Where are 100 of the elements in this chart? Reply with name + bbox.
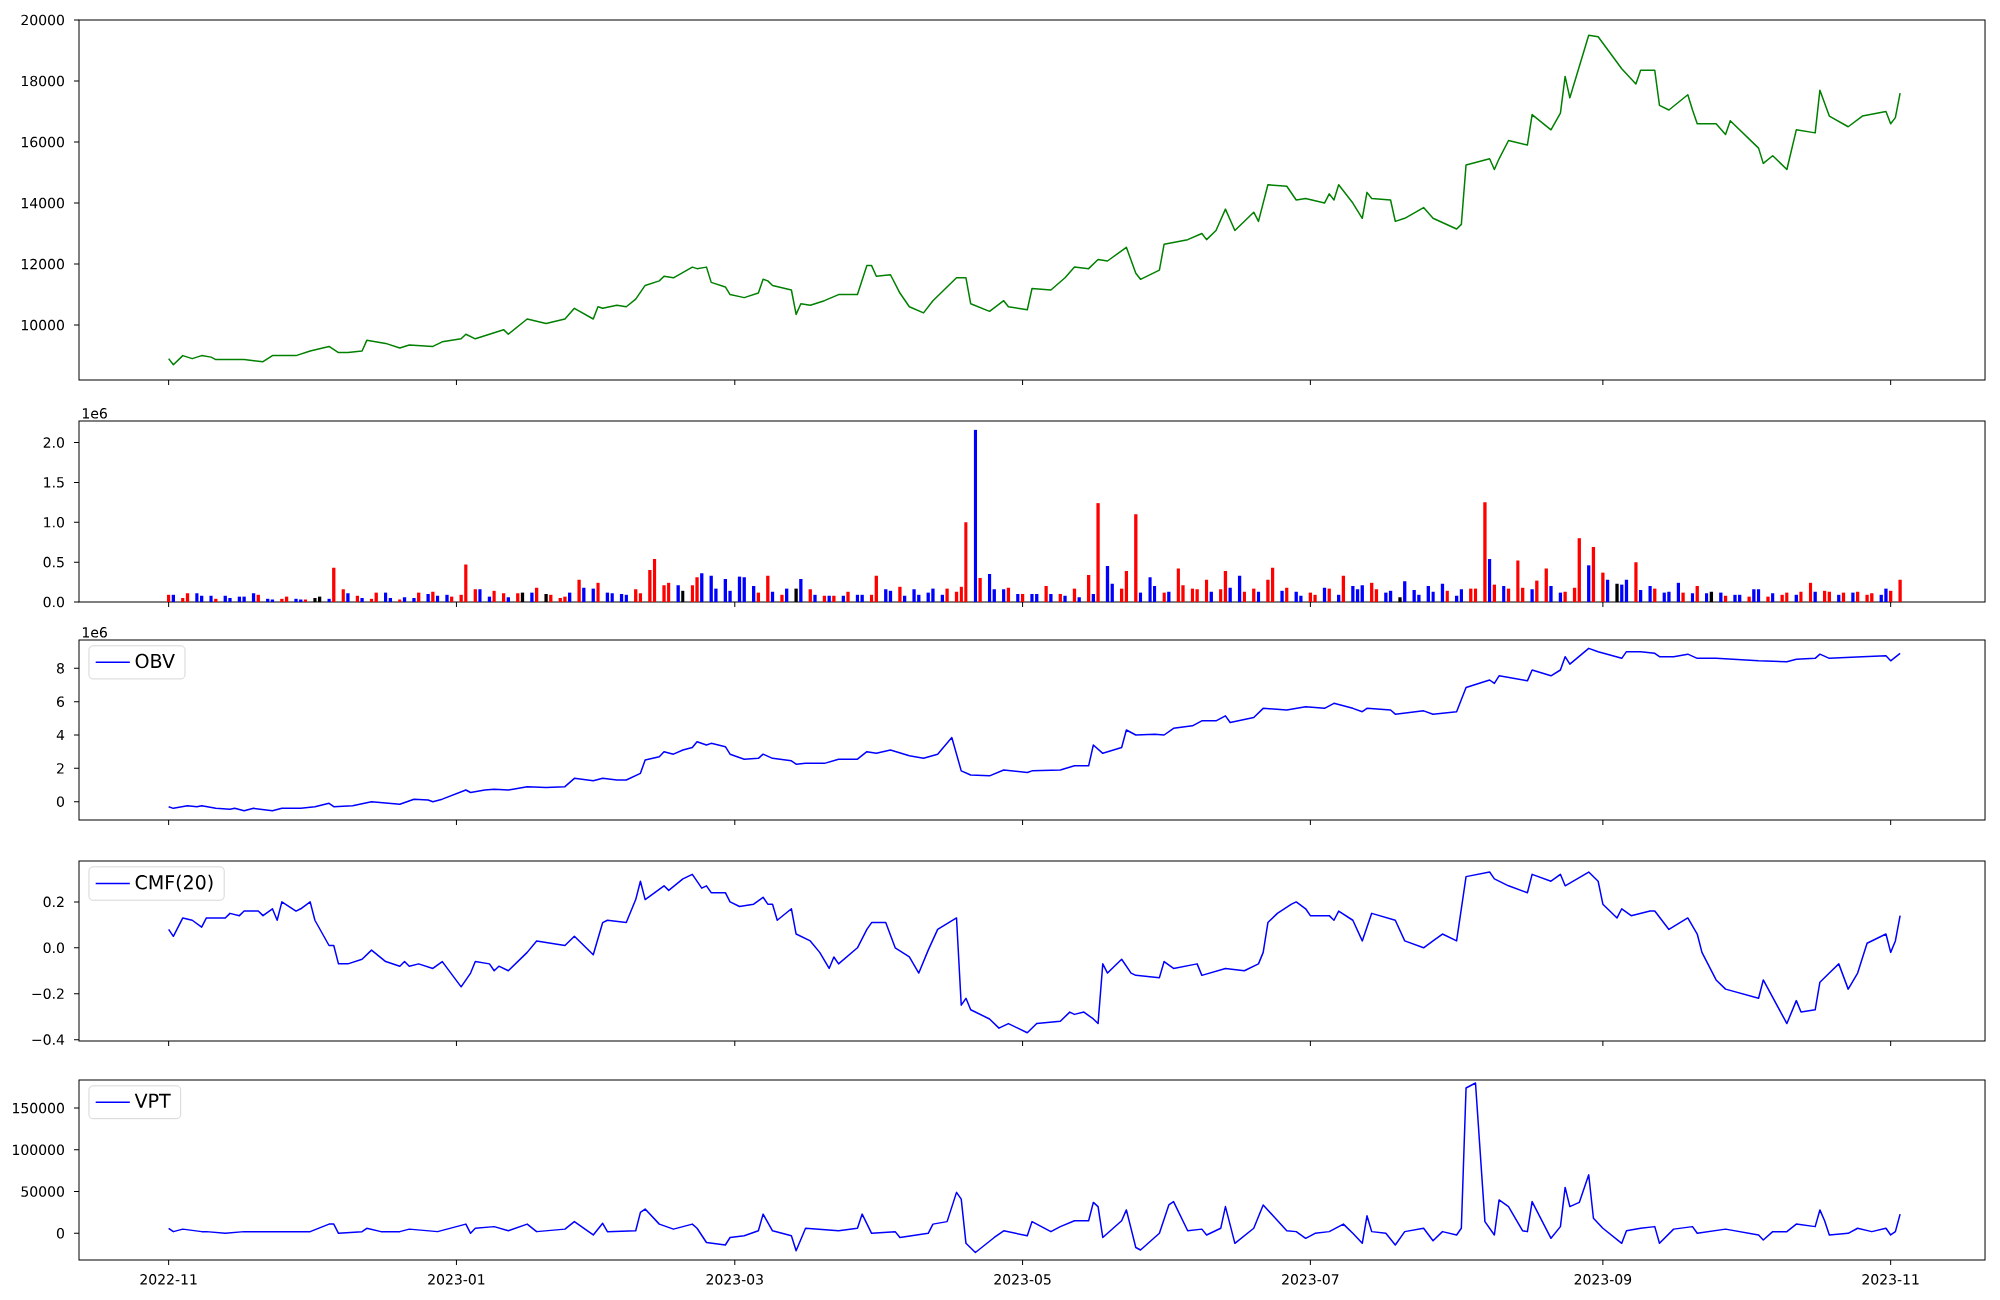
x-tick-label: 2023-07 bbox=[1282, 1274, 1339, 1285]
bar bbox=[1020, 594, 1025, 603]
y-tick-label: 20000 bbox=[21, 14, 64, 26]
y-tick-label: 0.5 bbox=[43, 556, 64, 568]
bar bbox=[1105, 566, 1110, 603]
bar bbox=[1549, 586, 1553, 603]
y-tick-label: 1.5 bbox=[44, 477, 64, 488]
bar bbox=[185, 593, 190, 603]
x-tick-label: 2023-09 bbox=[1574, 1274, 1632, 1285]
bar bbox=[402, 597, 407, 603]
bar bbox=[1808, 582, 1813, 603]
bar bbox=[1690, 593, 1695, 603]
bar bbox=[652, 558, 657, 603]
y-tick-label: 1.0 bbox=[44, 516, 64, 528]
bar bbox=[912, 589, 916, 603]
y-tick-label: 0.0 bbox=[43, 942, 64, 954]
bar bbox=[506, 597, 510, 603]
bar bbox=[964, 522, 968, 603]
bar bbox=[280, 598, 284, 603]
bar bbox=[577, 579, 581, 603]
bar bbox=[501, 593, 506, 603]
bar bbox=[1898, 579, 1902, 603]
bar bbox=[808, 589, 812, 603]
bar bbox=[1091, 594, 1095, 603]
bar bbox=[563, 596, 567, 603]
bar bbox=[251, 593, 256, 603]
bar bbox=[332, 567, 336, 603]
bar bbox=[1370, 582, 1374, 603]
bar bbox=[596, 582, 600, 603]
bar bbox=[181, 598, 185, 603]
bar bbox=[1502, 586, 1506, 603]
y-tick-label: 8 bbox=[56, 663, 64, 674]
bar bbox=[662, 585, 666, 603]
bar bbox=[1124, 570, 1129, 603]
bar bbox=[676, 585, 680, 603]
bar bbox=[1516, 560, 1520, 603]
bar bbox=[1237, 575, 1242, 603]
bar bbox=[1648, 586, 1652, 603]
x-tick-label: 2022-11 bbox=[140, 1274, 197, 1285]
y-tick-label: 0.0 bbox=[43, 596, 64, 608]
line-series bbox=[167, 34, 1901, 366]
bar bbox=[874, 575, 878, 603]
y-tick-label: 16000 bbox=[21, 136, 64, 148]
bar bbox=[1695, 586, 1699, 603]
bar bbox=[1030, 594, 1034, 603]
bar bbox=[388, 598, 393, 603]
bar bbox=[1667, 591, 1671, 603]
y-tick-label: 0 bbox=[56, 1228, 64, 1239]
bar bbox=[1681, 592, 1685, 603]
bar bbox=[1223, 570, 1228, 603]
bar bbox=[1403, 581, 1407, 603]
bar bbox=[445, 594, 449, 603]
bar bbox=[695, 577, 699, 603]
bar bbox=[1280, 590, 1284, 603]
bar bbox=[638, 593, 643, 603]
bar bbox=[242, 596, 246, 603]
bar bbox=[478, 589, 482, 603]
bar bbox=[1747, 596, 1751, 603]
bar bbox=[473, 589, 477, 603]
bar bbox=[1341, 575, 1346, 603]
bar bbox=[1077, 597, 1081, 603]
y-tick-label: 4 bbox=[56, 729, 65, 741]
bar bbox=[1016, 594, 1020, 603]
bar bbox=[619, 594, 624, 603]
bar bbox=[1601, 572, 1605, 603]
bar bbox=[846, 591, 850, 603]
y-tick-label: 100000 bbox=[13, 1144, 64, 1156]
bar bbox=[426, 594, 430, 603]
bar bbox=[1591, 546, 1596, 603]
text: 1e6 bbox=[82, 408, 107, 419]
bar bbox=[1355, 589, 1360, 603]
bar bbox=[1360, 585, 1364, 603]
y-tick-label: 6 bbox=[57, 696, 65, 707]
bar bbox=[1634, 562, 1638, 603]
y-tick-label: 0 bbox=[56, 796, 64, 807]
bar bbox=[1676, 582, 1681, 603]
bar bbox=[1530, 589, 1534, 603]
bar bbox=[1086, 574, 1091, 603]
bar bbox=[987, 574, 992, 603]
bar bbox=[1483, 502, 1487, 603]
bar bbox=[1049, 594, 1053, 603]
bar bbox=[1426, 586, 1430, 603]
bar bbox=[1195, 589, 1199, 603]
bar bbox=[516, 593, 520, 603]
bar bbox=[1563, 591, 1567, 603]
bar bbox=[1002, 589, 1006, 603]
bar bbox=[228, 598, 232, 603]
x-tick-label: 2023-05 bbox=[994, 1274, 1051, 1285]
bar bbox=[1884, 588, 1888, 603]
bar bbox=[945, 588, 949, 603]
bar bbox=[1577, 538, 1581, 603]
y-tick-label: 14000 bbox=[21, 197, 64, 209]
bar bbox=[884, 589, 888, 603]
y-tick-label: 2.0 bbox=[43, 437, 64, 448]
bar bbox=[973, 429, 978, 603]
bar bbox=[1063, 595, 1067, 603]
bar bbox=[1270, 567, 1275, 603]
bar bbox=[1771, 593, 1775, 603]
bar bbox=[1219, 589, 1223, 603]
bar bbox=[742, 577, 746, 603]
